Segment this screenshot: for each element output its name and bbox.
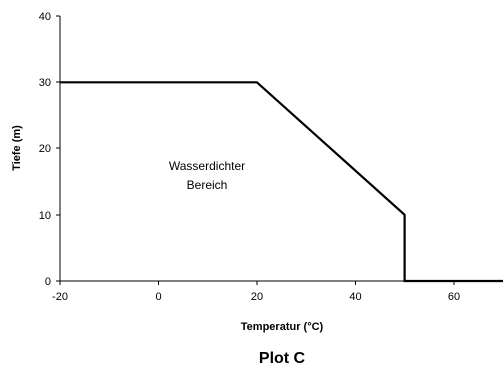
y-tick-label-0: 0 <box>45 276 51 288</box>
annotation-line1: Wasserdichter <box>169 159 245 173</box>
x-tick-label-20: 20 <box>251 291 263 303</box>
x-axis: -20 0 20 40 60 <box>52 280 503 303</box>
x-tick-label-0: 0 <box>155 291 161 303</box>
y-axis: 0 10 20 30 40 <box>39 11 61 288</box>
x-tick-label--20: -20 <box>52 291 68 303</box>
x-tick-label-40: 40 <box>349 291 361 303</box>
y-tick-label-10: 10 <box>39 210 51 222</box>
annotation-line2: Bereich <box>187 178 228 192</box>
y-tick-label-30: 30 <box>39 77 51 89</box>
y-tick-label-20: 20 <box>39 143 51 155</box>
y-tick-label-40: 40 <box>39 11 51 23</box>
y-axis-title: Tiefe (m) <box>11 125 23 171</box>
x-axis-title: Temperatur (°C) <box>241 321 324 333</box>
plot-title: Plot C <box>259 350 306 367</box>
x-tick-label-60: 60 <box>448 291 460 303</box>
series-line <box>60 81 503 283</box>
